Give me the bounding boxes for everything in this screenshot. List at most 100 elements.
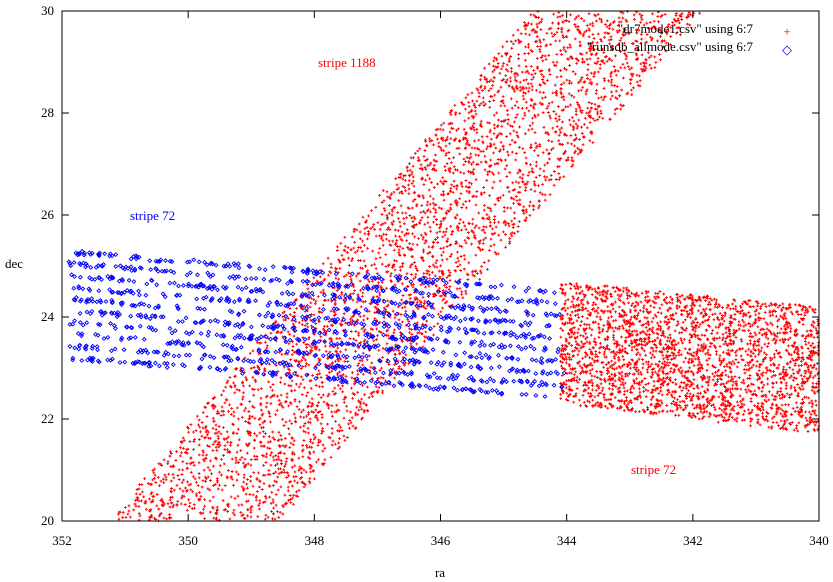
data-point-red: [264, 496, 268, 500]
data-point-red: [735, 419, 739, 423]
data-point-red: [772, 370, 775, 373]
data-point-red: [591, 303, 595, 307]
data-point-red: [808, 410, 811, 414]
data-point-red: [390, 213, 394, 217]
data-point-red: [597, 392, 601, 395]
data-point-red: [804, 337, 807, 340]
data-point-red: [135, 496, 139, 500]
data-point-red: [170, 501, 174, 505]
data-point-red: [251, 349, 255, 353]
data-point-red: [525, 162, 528, 165]
data-point-red: [211, 443, 215, 446]
data-point-red: [465, 189, 469, 193]
data-point-red: [408, 265, 412, 269]
data-point-red: [486, 80, 489, 84]
data-point-red: [730, 375, 733, 379]
data-point-red: [584, 116, 587, 120]
data-point-red: [185, 462, 189, 465]
data-point-red: [300, 323, 304, 327]
data-point-red: [501, 45, 505, 49]
data-point-red: [331, 439, 335, 443]
data-point-red: [297, 360, 301, 364]
data-point-red: [732, 405, 736, 408]
data-point-red: [594, 389, 598, 392]
data-point-red: [380, 234, 384, 238]
data-point-red: [415, 300, 419, 304]
data-point-red: [563, 346, 567, 350]
data-point-red: [292, 350, 296, 354]
data-point-red: [625, 399, 628, 403]
data-point-red: [483, 66, 486, 70]
data-point-red: [515, 113, 519, 117]
data-point-red: [508, 124, 512, 128]
data-point-red: [630, 330, 634, 333]
data-point-red: [422, 155, 426, 158]
data-point-red: [502, 206, 506, 209]
data-point-red: [744, 388, 748, 392]
data-point-red: [680, 12, 684, 16]
data-point-red: [562, 36, 565, 39]
data-point-red: [717, 325, 720, 329]
data-point-red: [424, 159, 427, 162]
data-point-red: [361, 363, 365, 367]
data-point-red: [538, 69, 542, 73]
data-point-red: [712, 318, 716, 322]
data-point-red: [651, 299, 655, 303]
data-point-red: [790, 421, 794, 424]
data-point-red: [587, 111, 591, 115]
data-point-red: [279, 485, 283, 489]
data-point-red: [548, 157, 551, 161]
data-point-red: [204, 480, 207, 483]
data-point-red: [189, 423, 193, 426]
data-point-red: [772, 415, 776, 419]
data-point-red: [625, 54, 629, 58]
data-point-red: [596, 404, 600, 408]
data-point-red: [213, 440, 217, 444]
data-point-red: [208, 499, 212, 503]
data-point-red: [618, 379, 622, 383]
data-point-red: [517, 57, 520, 60]
data-point-red: [608, 117, 612, 121]
data-point-red: [272, 484, 275, 487]
data-point-red: [423, 241, 427, 245]
data-point-red: [191, 490, 195, 494]
data-point-red: [464, 133, 467, 136]
data-point-red: [397, 305, 400, 309]
data-point-red: [300, 359, 304, 362]
data-point-red: [186, 425, 189, 429]
data-point-red: [432, 167, 435, 170]
data-point-red: [381, 222, 385, 226]
data-point-red: [478, 104, 481, 107]
data-point-red: [387, 337, 391, 340]
data-point-red: [294, 416, 297, 420]
data-point-red: [214, 428, 218, 431]
data-point-red: [264, 405, 268, 409]
data-point-red: [381, 347, 385, 350]
data-point-red: [337, 359, 341, 363]
data-point-red: [223, 448, 227, 451]
data-point-red: [728, 335, 732, 338]
data-point-red: [626, 389, 629, 393]
data-point-red: [492, 123, 496, 127]
data-point-red: [471, 222, 474, 226]
data-point-red: [242, 488, 245, 492]
data-point-red: [799, 313, 803, 316]
data-point-red: [654, 406, 657, 410]
data-point-red: [412, 215, 416, 219]
data-point-red: [307, 431, 310, 435]
data-point-red: [644, 66, 648, 70]
data-point-red: [469, 155, 473, 159]
data-point-red: [549, 174, 553, 177]
data-point-red: [565, 397, 568, 401]
data-point-red: [635, 370, 639, 373]
data-point-red: [716, 420, 720, 424]
data-point-red: [276, 455, 280, 459]
data-point-red: [349, 320, 353, 324]
data-point-red: [572, 354, 575, 358]
data-point-red: [577, 118, 581, 122]
data-point-red: [749, 400, 753, 403]
data-point-red: [397, 349, 401, 352]
data-point-red: [679, 301, 682, 305]
data-point-red: [427, 188, 431, 192]
data-point-red: [454, 240, 458, 243]
